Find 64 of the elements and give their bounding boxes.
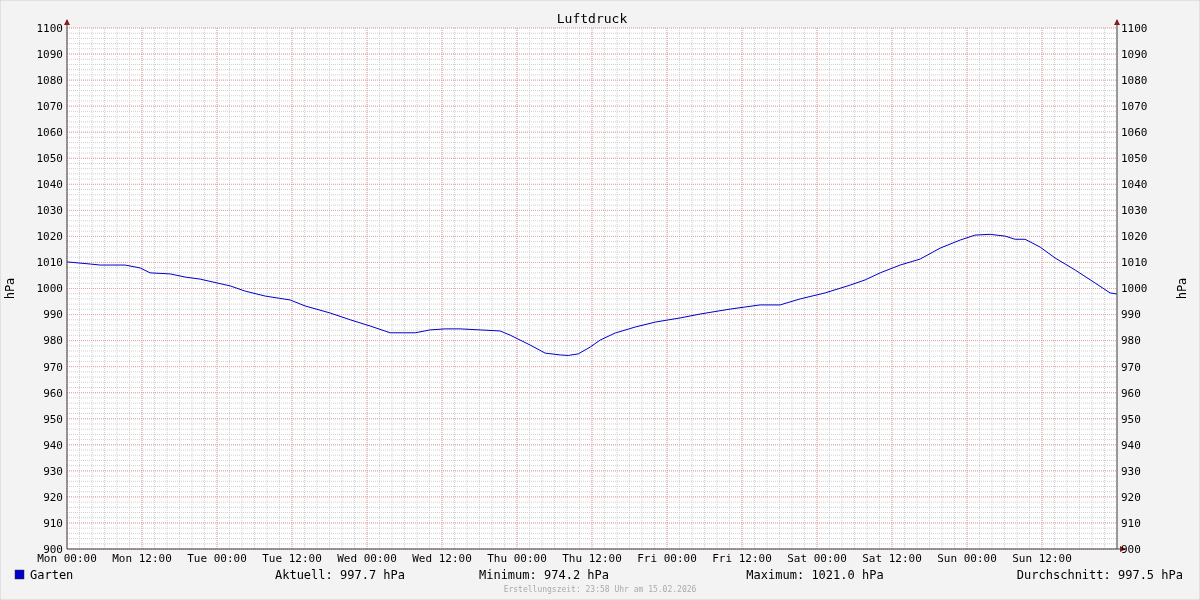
line-series [66,233,1118,356]
y2-tick-label: 1010 [1121,256,1148,270]
y2-tick-label: 1090 [1121,47,1148,61]
y2-tick-label: 1020 [1121,230,1148,244]
y2-tick-label: 920 [1121,490,1141,504]
x-tick-label: Tue 12:00 [262,552,322,565]
x-tick-label: Sun 00:00 [937,552,997,565]
y-tick-label: 1040 [36,178,63,192]
y2-tick-label: 980 [1121,334,1141,348]
y2-tick-label: 940 [1121,438,1141,452]
chart-title: Luftdruck [556,11,628,26]
text: Maximum: 1021.0 hPa [746,568,884,582]
y2-tick-label: 970 [1121,360,1141,374]
text: Minimum: 974.2 hPa [478,568,610,582]
y-tick-label: 980 [43,334,63,348]
x-tick-label: Sat 00:00 [787,552,847,565]
y-tick-label: 1100 [36,21,63,35]
y-axis-title: hPa [3,277,17,300]
x-tick-label: Thu 12:00 [562,552,622,565]
y-tick-label: 990 [43,308,63,322]
y2-tick-label: 930 [1121,464,1141,478]
x-tick-label: Wed 12:00 [412,552,472,565]
y-tick-label: 1060 [36,126,63,140]
y-tick-label: 1020 [36,230,63,244]
y2-tick-label: 1050 [1121,152,1148,166]
x-tick-label: Thu 00:00 [487,552,547,565]
x-tick-label: Tue 00:00 [187,552,247,565]
y-tick-label: 920 [43,490,63,504]
y2-tick-label: 1080 [1121,73,1148,87]
legend-label: Garten [30,568,74,582]
y2-tick-label: 1070 [1121,100,1148,113]
y2-tick-label: 1040 [1121,178,1148,192]
y-tick-label: 1080 [36,73,63,87]
y-tick-label: 1000 [36,282,63,296]
y2-tick-label: 1000 [1121,282,1148,296]
x-tick-label: Sat 12:00 [862,552,922,565]
y-tick-label: 950 [43,412,63,426]
x-tick-label: Wed 00:00 [337,552,397,565]
y-tick-label: 1010 [36,256,63,270]
y-tick-label: 930 [43,464,63,478]
y2-tick-label: 960 [1121,386,1141,400]
y2-tick-label: 990 [1121,308,1141,322]
x-tick-label: Sun 12:00 [1012,552,1072,565]
y-tick-label: 970 [43,360,63,374]
y-tick-label: 1030 [36,204,63,218]
y-tick-label: 910 [43,516,63,530]
x-tick-label: Fri 12:00 [712,552,772,565]
y2-tick-label: 1030 [1121,204,1148,218]
text: Erstellungszeit: 23:58 Uhr am 15.02.2026 [503,585,697,594]
x-tick-label: Fri 00:00 [637,552,697,565]
y-tick-label: 1050 [36,152,63,166]
y2-tick-label: 950 [1121,412,1141,426]
y2-tick-label: 1100 [1121,21,1148,35]
y2-tick-label: 1060 [1121,126,1148,140]
x-tick-label: Mon 12:00 [112,552,172,565]
y-tick-label: 940 [43,438,63,452]
text: Aktuell: 997.7 hPa [274,568,406,582]
y2-tick-label: 910 [1121,516,1141,530]
y2-axis-title: hPa [1175,277,1189,300]
y-tick-label: 1070 [36,100,63,113]
y-tick-label: 1090 [36,47,63,61]
y-tick-label: 960 [43,386,63,400]
y2-tick-label: 900 [1121,542,1141,556]
text: Durchschnitt: 997.5 hPa [1016,568,1183,582]
